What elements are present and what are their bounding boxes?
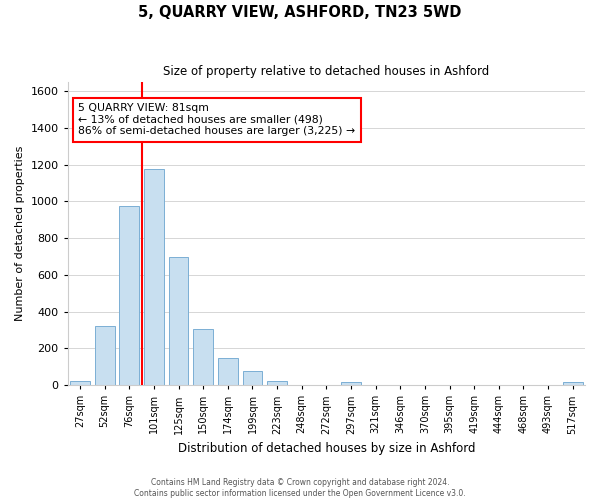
X-axis label: Distribution of detached houses by size in Ashford: Distribution of detached houses by size … — [178, 442, 475, 455]
Bar — [169, 256, 188, 385]
Bar — [563, 382, 583, 385]
Y-axis label: Number of detached properties: Number of detached properties — [15, 146, 25, 321]
Bar — [70, 380, 90, 385]
Bar — [144, 169, 164, 385]
Bar — [267, 380, 287, 385]
Text: Contains HM Land Registry data © Crown copyright and database right 2024.
Contai: Contains HM Land Registry data © Crown c… — [134, 478, 466, 498]
Bar — [242, 372, 262, 385]
Bar — [193, 329, 213, 385]
Bar — [218, 358, 238, 385]
Bar — [95, 326, 115, 385]
Bar — [341, 382, 361, 385]
Title: Size of property relative to detached houses in Ashford: Size of property relative to detached ho… — [163, 65, 490, 78]
Text: 5 QUARRY VIEW: 81sqm
← 13% of detached houses are smaller (498)
86% of semi-deta: 5 QUARRY VIEW: 81sqm ← 13% of detached h… — [78, 103, 355, 136]
Text: 5, QUARRY VIEW, ASHFORD, TN23 5WD: 5, QUARRY VIEW, ASHFORD, TN23 5WD — [139, 5, 461, 20]
Bar — [119, 206, 139, 385]
